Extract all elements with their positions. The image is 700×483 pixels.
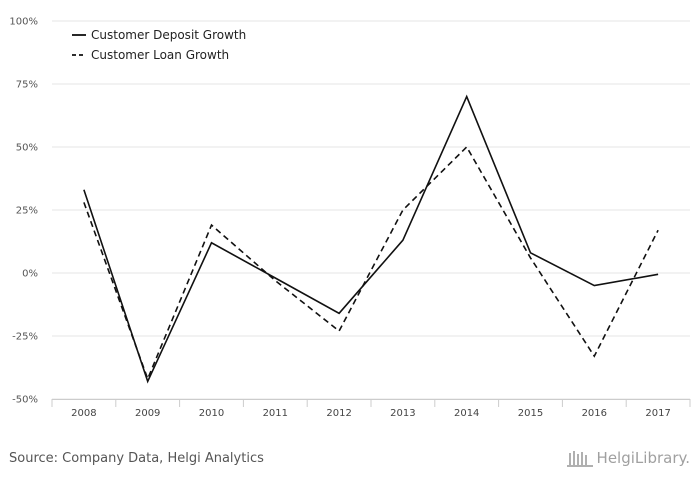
x-tick-label: 2008 <box>71 408 96 419</box>
x-tick-label: 2017 <box>645 408 670 419</box>
x-tick-label: 2012 <box>326 408 351 419</box>
y-tick-label: 50% <box>16 143 38 154</box>
y-tick-label: 100% <box>9 17 38 28</box>
brand-text: HelgiLibrary. <box>597 449 690 467</box>
brand-part-library: Library. <box>634 449 690 467</box>
y-tick-label: -50% <box>12 395 38 406</box>
y-tick-label: -25% <box>12 332 38 343</box>
legend-entry: Customer Loan Growth <box>91 48 229 62</box>
source-note: Source: Company Data, Helgi Analytics <box>9 451 264 466</box>
x-tick-label: 2010 <box>199 408 224 419</box>
legend-entry: Customer Deposit Growth <box>91 28 246 42</box>
brand-part-helgi: Helgi <box>596 449 635 467</box>
x-tick-label: 2014 <box>454 408 479 419</box>
brand-logo: HelgiLibrary. <box>566 449 690 467</box>
x-tick-label: 2016 <box>582 408 607 419</box>
x-tick-label: 2015 <box>518 408 543 419</box>
helgi-library-logo-icon <box>566 451 593 467</box>
chart-footer: Source: Company Data, Helgi Analytics He… <box>0 440 700 483</box>
x-tick-label: 2009 <box>135 408 160 419</box>
x-tick-label: 2013 <box>390 408 415 419</box>
y-tick-label: 0% <box>22 269 38 280</box>
y-tick-label: 75% <box>16 80 38 91</box>
y-tick-label: 25% <box>16 206 38 217</box>
series-line-customer-deposit-growth <box>83 94 659 384</box>
series-line-customer-loan-growth <box>83 145 659 382</box>
x-tick-label: 2011 <box>263 408 288 419</box>
line-chart: 100% 75% 50% 25% 0% -25% -50% 2008 2009 2010 2011 2… <box>9 17 691 419</box>
